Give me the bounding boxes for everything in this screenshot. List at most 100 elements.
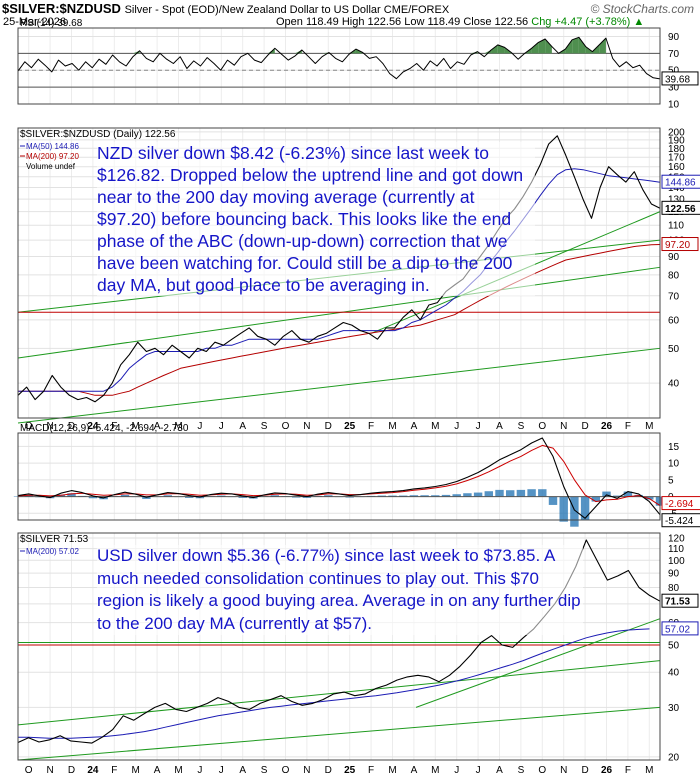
nzd-annotation: NZD silver down $8.42 (-6.23%) since las…	[97, 142, 535, 296]
nzd-month-label: M	[645, 421, 653, 432]
nzd-ma50-tag: 144.86	[665, 178, 696, 189]
usd-legend-ma200: MA(200) 57.02	[26, 547, 79, 556]
usd-month-label: M	[132, 765, 140, 776]
macd-histogram-bar	[238, 496, 247, 498]
nzd-price-tag-box	[661, 200, 700, 215]
usd-tick-label: 30	[668, 703, 680, 714]
chart-symbol-title: $SILVER:$NZDUSD Silver - Spot (EOD)/New …	[2, 1, 449, 16]
nzd-month-label: M	[132, 421, 140, 432]
macd-histogram-bar	[602, 491, 611, 497]
macd-tick-label: 10	[668, 459, 680, 470]
usd-month-label: A	[239, 765, 246, 776]
nzd-month-label: S	[261, 421, 268, 432]
nzd-month-label: M	[174, 421, 182, 432]
usd-month-label: 24	[87, 765, 99, 776]
macd-histogram-bar	[580, 496, 590, 520]
rsi-overbought-fill	[491, 44, 498, 54]
ohlc-values: Open 118.49 High 122.56 Low 118.49 Close…	[276, 16, 529, 28]
usd-tick-label: 100	[668, 556, 685, 567]
macd-signal-tag: -2.694	[665, 499, 694, 510]
macd-histogram-bar	[420, 495, 429, 497]
nzd-price-line	[17, 135, 661, 403]
usd-month-label: F	[625, 765, 631, 776]
macd-line	[17, 437, 661, 519]
usd-month-label: O	[25, 765, 33, 776]
nzd-tick-label: 130	[668, 195, 685, 206]
usd-month-label: F	[111, 765, 117, 776]
macd-frame	[17, 432, 661, 521]
macd-histogram-bar	[345, 496, 354, 498]
rsi-overbought-fill	[565, 39, 573, 54]
macd-histogram-bar	[516, 489, 526, 497]
nzd-month-label: O	[538, 421, 546, 432]
rsi-tick-label: 30	[668, 83, 680, 94]
usd-title: $SILVER 71.53	[20, 534, 89, 545]
macd-histogram-bar	[570, 496, 579, 527]
nzd-month-label: A	[411, 421, 418, 432]
usd-month-label: A	[411, 765, 418, 776]
nzd-month-label: J	[454, 421, 459, 432]
nzd-ma200-tag-box	[661, 237, 699, 252]
usd-month-label: N	[303, 765, 310, 776]
usd-month-label: F	[368, 765, 374, 776]
macd-histogram-bar	[505, 490, 515, 497]
nzd-tick-label: 190	[668, 135, 685, 146]
rsi-line	[17, 36, 661, 80]
rsi-tick-label: 10	[668, 100, 680, 111]
usd-annotation: USD silver down $5.36 (-6.77%) since las…	[97, 545, 583, 635]
usd-tick-label: 20	[668, 752, 680, 763]
nzd-legend-volume: Volume undef	[26, 162, 76, 171]
nzd-month-label: D	[581, 421, 588, 432]
usd-month-label: S	[261, 765, 268, 776]
rsi-overbought-fill	[578, 37, 586, 54]
chart-date: 25-Mar-2026	[3, 16, 66, 28]
macd-tick-label: 15	[668, 442, 680, 453]
macd-histogram-bar	[441, 494, 451, 497]
nzd-month-label: O	[25, 421, 33, 432]
nzd-tick-label: 50	[668, 344, 680, 355]
nzd-tick-label: 40	[668, 379, 680, 390]
macd-histogram-bar	[377, 495, 387, 497]
nzd-ma50-tag-box	[661, 174, 700, 189]
nzd-month-label: N	[46, 421, 53, 432]
usd-month-label: J	[476, 765, 481, 776]
nzd-tick-label: 110	[668, 221, 684, 232]
usd-month-label: M	[645, 765, 653, 776]
macd-histogram-bar	[431, 495, 440, 497]
macd-histogram-bar	[623, 491, 633, 497]
nzd-price-tag: 122.56	[665, 204, 696, 215]
usd-tick-label: 120	[668, 533, 685, 544]
usd-ma200-tag: 57.02	[665, 624, 690, 635]
nzd-month-label: N	[560, 421, 567, 432]
macd-value-tag: -5.424	[665, 516, 694, 527]
nzd-month-label: A	[154, 421, 161, 432]
macd-histogram-bar	[184, 496, 194, 498]
nzd-ma50-line	[18, 168, 661, 392]
usd-tick-label: 80	[668, 583, 680, 594]
rsi-overbought-fill	[531, 42, 539, 54]
macd-histogram-bar	[67, 493, 76, 497]
macd-histogram-bar	[495, 489, 504, 497]
nzd-month-label: A	[239, 421, 246, 432]
nzd-month-label: A	[496, 421, 503, 432]
macd-histogram-bar	[591, 496, 601, 502]
nzd-month-label: M	[431, 421, 439, 432]
macd-tick-label: 5	[668, 475, 674, 486]
rsi-overbought-fill	[484, 49, 492, 54]
usd-tick-label: 50	[668, 640, 680, 651]
macd-histogram-bar	[388, 495, 397, 497]
usd-month-label: D	[68, 765, 75, 776]
usd-month-label: M	[431, 765, 439, 776]
macd-histogram-bar	[612, 495, 622, 497]
usd-month-label: 26	[601, 765, 613, 776]
usd-frame	[17, 532, 661, 761]
nzd-month-label: M	[388, 421, 396, 432]
usd-trendline	[17, 706, 661, 761]
nzd-tick-label: 70	[668, 291, 680, 302]
macd-histogram-bar	[324, 495, 333, 497]
nzd-month-label: J	[197, 421, 202, 432]
macd-histogram-bar	[88, 496, 98, 499]
rsi-last-label: 39.68	[665, 74, 690, 85]
nzd-legend-ma200: MA(200) 97.20	[26, 152, 79, 161]
